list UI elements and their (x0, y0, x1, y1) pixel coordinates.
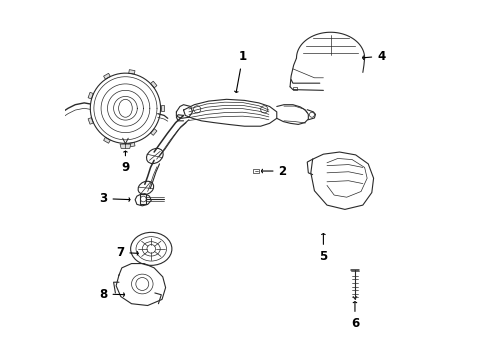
Polygon shape (160, 105, 164, 111)
Text: 9: 9 (121, 151, 129, 174)
Polygon shape (128, 69, 135, 74)
Polygon shape (120, 144, 131, 148)
Polygon shape (103, 73, 110, 79)
Polygon shape (150, 81, 157, 88)
Polygon shape (88, 92, 93, 99)
Text: 4: 4 (362, 50, 385, 63)
Text: 8: 8 (99, 288, 124, 301)
Polygon shape (253, 169, 258, 173)
Polygon shape (88, 118, 93, 124)
Text: 2: 2 (261, 165, 286, 177)
Polygon shape (150, 129, 157, 135)
Polygon shape (103, 137, 110, 143)
Polygon shape (128, 143, 135, 147)
Text: 5: 5 (319, 234, 327, 263)
Text: 6: 6 (350, 302, 358, 330)
Polygon shape (292, 87, 297, 90)
Polygon shape (52, 111, 62, 123)
Text: 1: 1 (234, 50, 246, 93)
Text: 3: 3 (99, 192, 130, 205)
Text: 7: 7 (116, 246, 138, 259)
